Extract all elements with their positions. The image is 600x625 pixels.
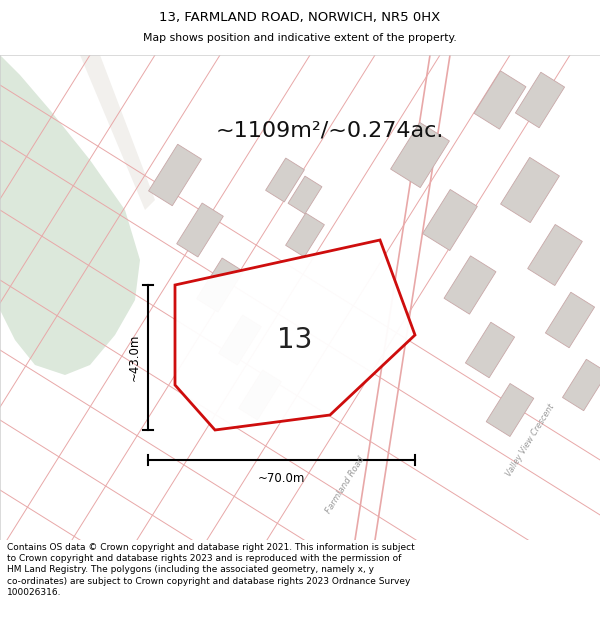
Polygon shape <box>486 384 534 436</box>
Polygon shape <box>391 122 449 188</box>
Polygon shape <box>527 224 583 286</box>
Polygon shape <box>500 158 559 222</box>
Text: Farmland Road: Farmland Road <box>324 455 366 515</box>
Text: 13, FARMLAND ROAD, NORWICH, NR5 0HX: 13, FARMLAND ROAD, NORWICH, NR5 0HX <box>160 11 440 24</box>
Polygon shape <box>444 256 496 314</box>
Polygon shape <box>515 72 565 127</box>
Text: ~43.0m: ~43.0m <box>128 334 140 381</box>
Text: Contains OS data © Crown copyright and database right 2021. This information is : Contains OS data © Crown copyright and d… <box>7 542 415 598</box>
Polygon shape <box>175 240 415 430</box>
Polygon shape <box>286 213 325 257</box>
Polygon shape <box>562 359 600 411</box>
Polygon shape <box>80 55 155 210</box>
Polygon shape <box>149 144 202 206</box>
Polygon shape <box>474 71 526 129</box>
Polygon shape <box>266 158 304 202</box>
Text: 13: 13 <box>277 326 313 354</box>
Polygon shape <box>219 315 261 365</box>
Text: ~1109m²/~0.274ac.: ~1109m²/~0.274ac. <box>216 120 444 140</box>
Polygon shape <box>0 55 140 375</box>
Polygon shape <box>176 203 223 257</box>
Text: Valley View Crescent: Valley View Crescent <box>504 402 556 478</box>
Text: ~70.0m: ~70.0m <box>258 471 305 484</box>
Polygon shape <box>466 322 515 378</box>
Text: Map shows position and indicative extent of the property.: Map shows position and indicative extent… <box>143 33 457 43</box>
Polygon shape <box>197 258 244 312</box>
Polygon shape <box>545 292 595 348</box>
Polygon shape <box>288 176 322 214</box>
Polygon shape <box>422 189 478 251</box>
Polygon shape <box>239 370 281 420</box>
